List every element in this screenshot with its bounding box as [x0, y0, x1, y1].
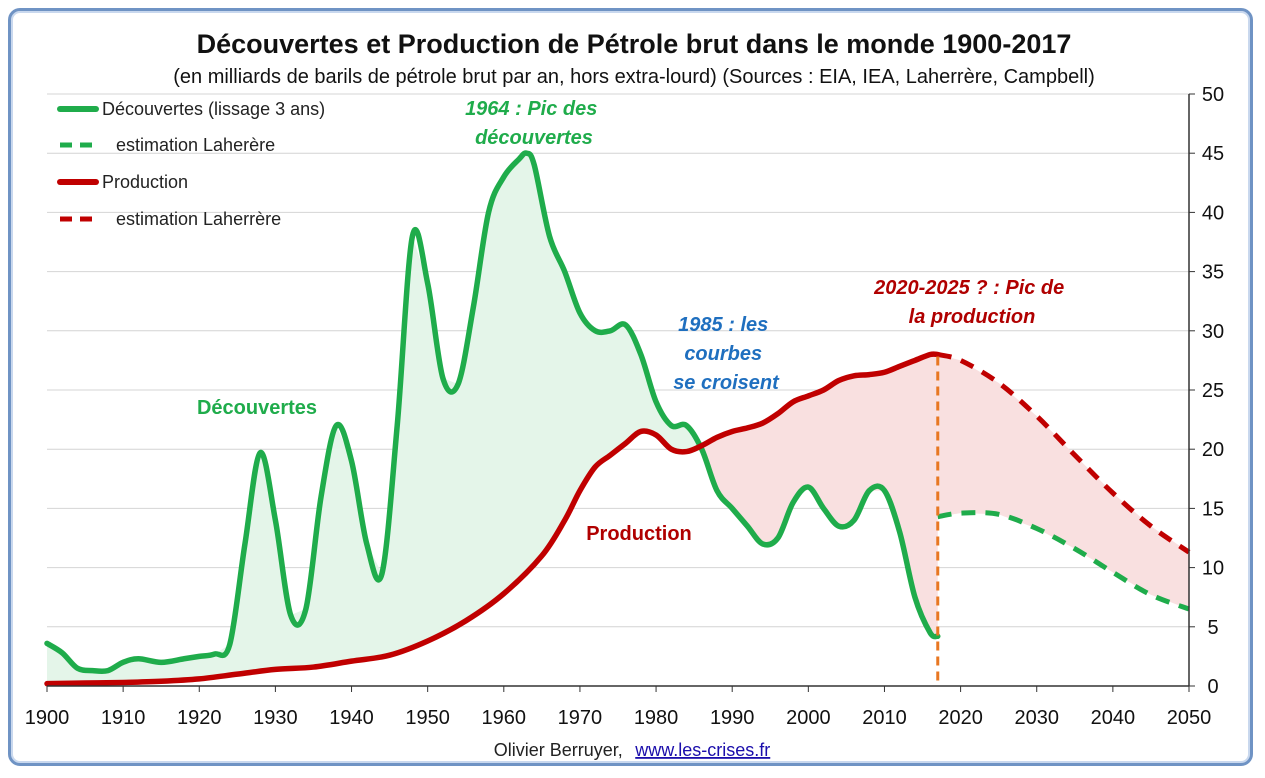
y-tick-label-40: 40 [1202, 202, 1224, 224]
x-tick-label-1990: 1990 [710, 707, 755, 729]
credit-author: Olivier Berruyer, [494, 740, 623, 760]
annotation-peak-discoveries-line-2: découvertes [475, 127, 593, 149]
chart-subtitle: (en milliards de barils de pétrole brut … [173, 66, 1095, 88]
y-tick-label-15: 15 [1202, 498, 1224, 520]
annotation-curves-cross: 1985 : les courbes se croisent [673, 314, 780, 394]
x-tick-label-1940: 1940 [329, 707, 374, 729]
credit-link[interactable]: www.les-crises.fr [634, 740, 770, 760]
annotation-curves-cross-line-1: 1985 : les [678, 314, 768, 336]
legend: Découvertes (lissage 3 ans) estimation L… [57, 99, 325, 229]
x-tick-label-1930: 1930 [253, 707, 298, 729]
legend-label-production-estimate: estimation Laherrère [116, 209, 281, 229]
y-tick-label-35: 35 [1202, 262, 1224, 284]
legend-label-discoveries: Découvertes (lissage 3 ans) [102, 99, 325, 119]
annotation-peak-production: 2020-2025 ? : Pic de la production [873, 277, 1070, 328]
label-production: Production [586, 523, 692, 545]
credit: Olivier Berruyer, www.les-crises.fr [494, 740, 771, 760]
legend-label-production: Production [102, 172, 188, 192]
fill-red-future-0 [937, 354, 1189, 610]
x-tick-label-2030: 2030 [1014, 707, 1059, 729]
chart-title: Découvertes et Production de Pétrole bru… [197, 29, 1072, 59]
x-tick-label-1970: 1970 [558, 707, 603, 729]
legend-label-discoveries-estimate: estimation Laherère [116, 135, 275, 155]
fill-green-0 [47, 153, 700, 684]
x-tick-label-2040: 2040 [1091, 707, 1136, 729]
annotation-peak-discoveries: 1964 : Pic des découvertes [465, 98, 603, 149]
label-discoveries: Découvertes [197, 397, 317, 419]
y-tick-label-20: 20 [1202, 439, 1224, 461]
x-tick-label-1960: 1960 [482, 707, 527, 729]
series-line-production-estimate [937, 352, 1191, 555]
x-tick-label-1920: 1920 [177, 707, 222, 729]
y-tick-label-50: 50 [1202, 84, 1224, 106]
fill-red-0 [701, 354, 938, 637]
annotation-curves-cross-line-3: se croisent [673, 372, 780, 394]
annotation-peak-production-line-2: la production [909, 306, 1036, 328]
y-tick-labels: 0 5 10 15 20 25 30 35 40 45 50 [1202, 84, 1224, 698]
series-line-discoveries [44, 150, 941, 675]
x-tick-label-1980: 1980 [634, 707, 679, 729]
annotation-curves-cross-line-2: courbes [684, 343, 762, 365]
series-line-production [44, 351, 941, 687]
x-tick-label-1910: 1910 [101, 707, 146, 729]
x-tick-labels: 1900 1910 1920 1930 1940 1950 1960 1970 1980 1990… [25, 707, 1212, 729]
x-tick-label-2020: 2020 [938, 707, 983, 729]
y-tick-label-25: 25 [1202, 380, 1224, 402]
series-line-discoveries-estimate [937, 510, 1190, 612]
x-tick-label-2050: 2050 [1167, 707, 1212, 729]
y-tick-label-0: 0 [1207, 676, 1218, 698]
annotation-peak-production-line-1: 2020-2025 ? : Pic de [873, 277, 1064, 299]
x-tick-label-2010: 2010 [862, 707, 907, 729]
x-tick-label-2000: 2000 [786, 707, 831, 729]
y-tick-label-5: 5 [1207, 617, 1218, 639]
series-lines [44, 150, 1191, 687]
axes [46, 93, 1195, 692]
y-tick-label-45: 45 [1202, 143, 1224, 165]
annotation-peak-discoveries-line-1: 1964 : Pic des [465, 98, 597, 120]
x-tick-label-1950: 1950 [405, 707, 450, 729]
x-tick-label-1900: 1900 [25, 707, 70, 729]
y-tick-label-30: 30 [1202, 321, 1224, 343]
y-tick-label-10: 10 [1202, 558, 1224, 580]
